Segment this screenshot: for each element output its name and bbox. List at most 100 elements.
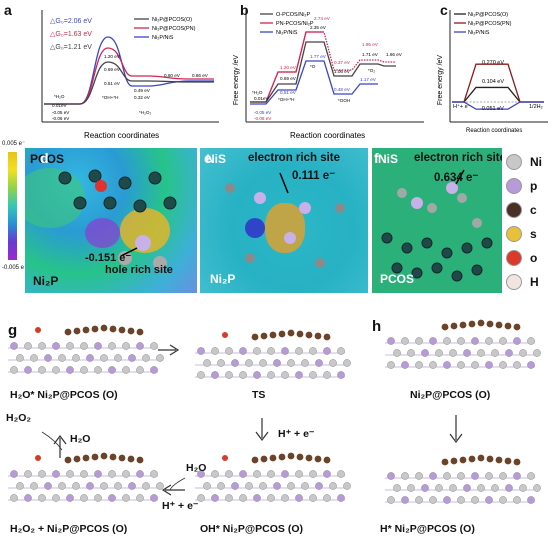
svg-text:-0.051 eV: -0.051 eV — [480, 106, 504, 112]
svg-text:0.32 eV: 0.32 eV — [134, 95, 151, 100]
colorbar-min: -0.005 e⁻ — [2, 265, 28, 271]
svg-text:1.20 eV: 1.20 eV — [280, 65, 297, 70]
label-hplus-ts: H⁺ + e⁻ — [278, 428, 315, 440]
panel-label-a: a — [4, 2, 12, 18]
svg-text:-0.06 eV: -0.06 eV — [254, 116, 272, 121]
legend-b-2: Ni₂P/NiS — [276, 30, 298, 36]
charge-map-e: NiS electron rich site 0.111 e⁻ Ni₂P — [200, 148, 368, 293]
legend-c-0: Ni₂P@PCOS(O) — [468, 12, 508, 18]
caption-h2: H* Ni₂P@PCOS (O) — [380, 523, 475, 535]
charge-map-f: NiS electron rich site 0.634 e⁻ PCOS — [372, 148, 502, 293]
element-symbol: H — [530, 275, 539, 289]
legend-c-1: Ni₂P@PCOS(PN) — [468, 21, 512, 27]
map-f-top: NiS — [378, 152, 399, 166]
map-d-bottom: Ni₂P — [33, 274, 59, 288]
colorbar-max: 0.005 e⁻ — [2, 141, 26, 147]
panel-label-e: e — [204, 150, 212, 166]
structure-3 — [8, 452, 164, 502]
caption-h1: Ni₂P@PCOS (O) — [410, 389, 491, 401]
state-a-2: *H₂O₂ — [139, 110, 151, 115]
arrow-down-ts — [255, 418, 269, 441]
svg-text:1.66 eV: 1.66 eV — [386, 52, 403, 57]
mechanism-structures — [8, 319, 541, 504]
svg-text:*O₂: *O₂ — [368, 68, 375, 73]
element-legend-item: s — [506, 222, 554, 246]
element-legend-item: Ni — [506, 150, 554, 174]
label-hplus-back: H⁺ + e⁻ — [162, 500, 199, 512]
svg-text:-0.06 eV: -0.06 eV — [52, 116, 70, 121]
map-e-bottom: Ni₂P — [210, 272, 236, 286]
map-d-value: -0.151 e⁻ — [85, 252, 132, 264]
svg-text:0.69 eV: 0.69 eV — [104, 67, 121, 72]
svg-text:1.20 eV: 1.20 eV — [104, 54, 121, 59]
label-h2o2: H₂O₂ — [6, 412, 32, 424]
ylabel-c: Free energy /eV — [437, 55, 444, 106]
arrow-up — [53, 435, 67, 458]
structure-2 — [385, 319, 541, 369]
svg-text:1.71 eV: 1.71 eV — [362, 52, 379, 57]
panel-label-c: c — [440, 2, 448, 18]
svg-text:0.104 eV: 0.104 eV — [482, 79, 504, 85]
xlabel-c: Reaction coordinates — [466, 128, 522, 134]
svg-text:0.51 eV: 0.51 eV — [280, 90, 297, 95]
element-symbol: o — [530, 251, 538, 265]
caption-s3: OH* Ni₂P@PCOS (O) — [200, 523, 303, 535]
svg-text:-0.05 eV: -0.05 eV — [52, 110, 70, 115]
element-dot — [506, 178, 522, 194]
element-dot — [506, 202, 522, 218]
svg-text:0.66 eV: 0.66 eV — [192, 73, 209, 78]
legend-a-0: Ni₂P@PCOS(O) — [152, 17, 192, 23]
map-e-top: NiS — [206, 152, 227, 166]
svg-text:1.95 eV: 1.95 eV — [362, 42, 379, 47]
map-e-value: 0.111 e⁻ — [292, 170, 336, 182]
arrow-left — [161, 484, 185, 496]
element-symbol: Ni — [530, 155, 542, 169]
svg-text:1/2H₂: 1/2H₂ — [529, 104, 543, 110]
structure-1 — [195, 329, 351, 379]
svg-text:*OH+*H: *OH+*H — [278, 97, 294, 102]
element-dot — [506, 154, 522, 170]
arrow-down-h — [449, 415, 463, 443]
panel-label-d: d — [40, 150, 49, 166]
legend-b-0: O-PCOS/Ni₂P — [276, 12, 311, 18]
caption-s4: H₂O₂ + Ni₂P@PCOS (O) — [10, 523, 128, 535]
element-legend-item: o — [506, 246, 554, 270]
panel-label-f: f — [374, 150, 379, 166]
chart-a: Ni₂P@PCOS(O) Ni₂P@PCOS(PN) Ni₂P/NiS △G₀=… — [41, 10, 219, 140]
label-h2o: H₂O — [70, 433, 91, 445]
svg-text:*H₂O: *H₂O — [252, 90, 263, 95]
svg-text:0.60 eV: 0.60 eV — [164, 73, 181, 78]
element-dot — [506, 274, 522, 290]
svg-text:0.01eV: 0.01eV — [52, 103, 67, 108]
element-legend: Ni p c s o H — [506, 150, 554, 294]
panel-label-h: h — [372, 318, 382, 335]
xlabel-b: Reaction coordinates — [290, 131, 365, 140]
delta-a-1: △G₀=1.63 eV — [50, 31, 92, 38]
chart-c: Free energy /eV Ni₂P@PCOS(O) Ni₂P@PCOS(P… — [437, 10, 548, 134]
element-legend-item: c — [506, 198, 554, 222]
svg-text:-0.05 eV: -0.05 eV — [254, 110, 272, 115]
element-dot — [506, 226, 522, 242]
svg-text:0.01eV: 0.01eV — [254, 96, 269, 101]
svg-text:0.69 eV: 0.69 eV — [280, 76, 297, 81]
label-h2o-back: H₂O — [186, 462, 207, 474]
element-symbol: s — [530, 227, 537, 241]
svg-text:2.74 eV: 2.74 eV — [314, 16, 331, 21]
map-f-site: electron rich site — [414, 152, 502, 164]
svg-text:*O: *O — [310, 64, 316, 69]
svg-text:0.270 eV: 0.270 eV — [482, 60, 504, 66]
map-d-site: hole rich site — [105, 264, 173, 276]
element-legend-item: H — [506, 270, 554, 294]
element-legend-item: p — [506, 174, 554, 198]
delta-a-2: △G₀=1.21 eV — [50, 44, 92, 51]
map-e-site: electron rich site — [248, 152, 341, 164]
structure-4 — [195, 452, 351, 502]
legend-b-1: PN-PCOS/Ni₂P — [276, 21, 314, 27]
svg-text:2.35 eV: 2.35 eV — [310, 25, 327, 30]
caption-s1: H₂O* Ni₂P@PCOS (O) — [10, 389, 118, 401]
panel-label-b: b — [240, 2, 249, 18]
legend-c-2: Ni₂P/NiS — [468, 30, 490, 36]
element-symbol: c — [530, 203, 537, 217]
panel-label-g: g — [8, 322, 18, 339]
svg-text:H⁺+ e⁻: H⁺+ e⁻ — [453, 103, 471, 110]
